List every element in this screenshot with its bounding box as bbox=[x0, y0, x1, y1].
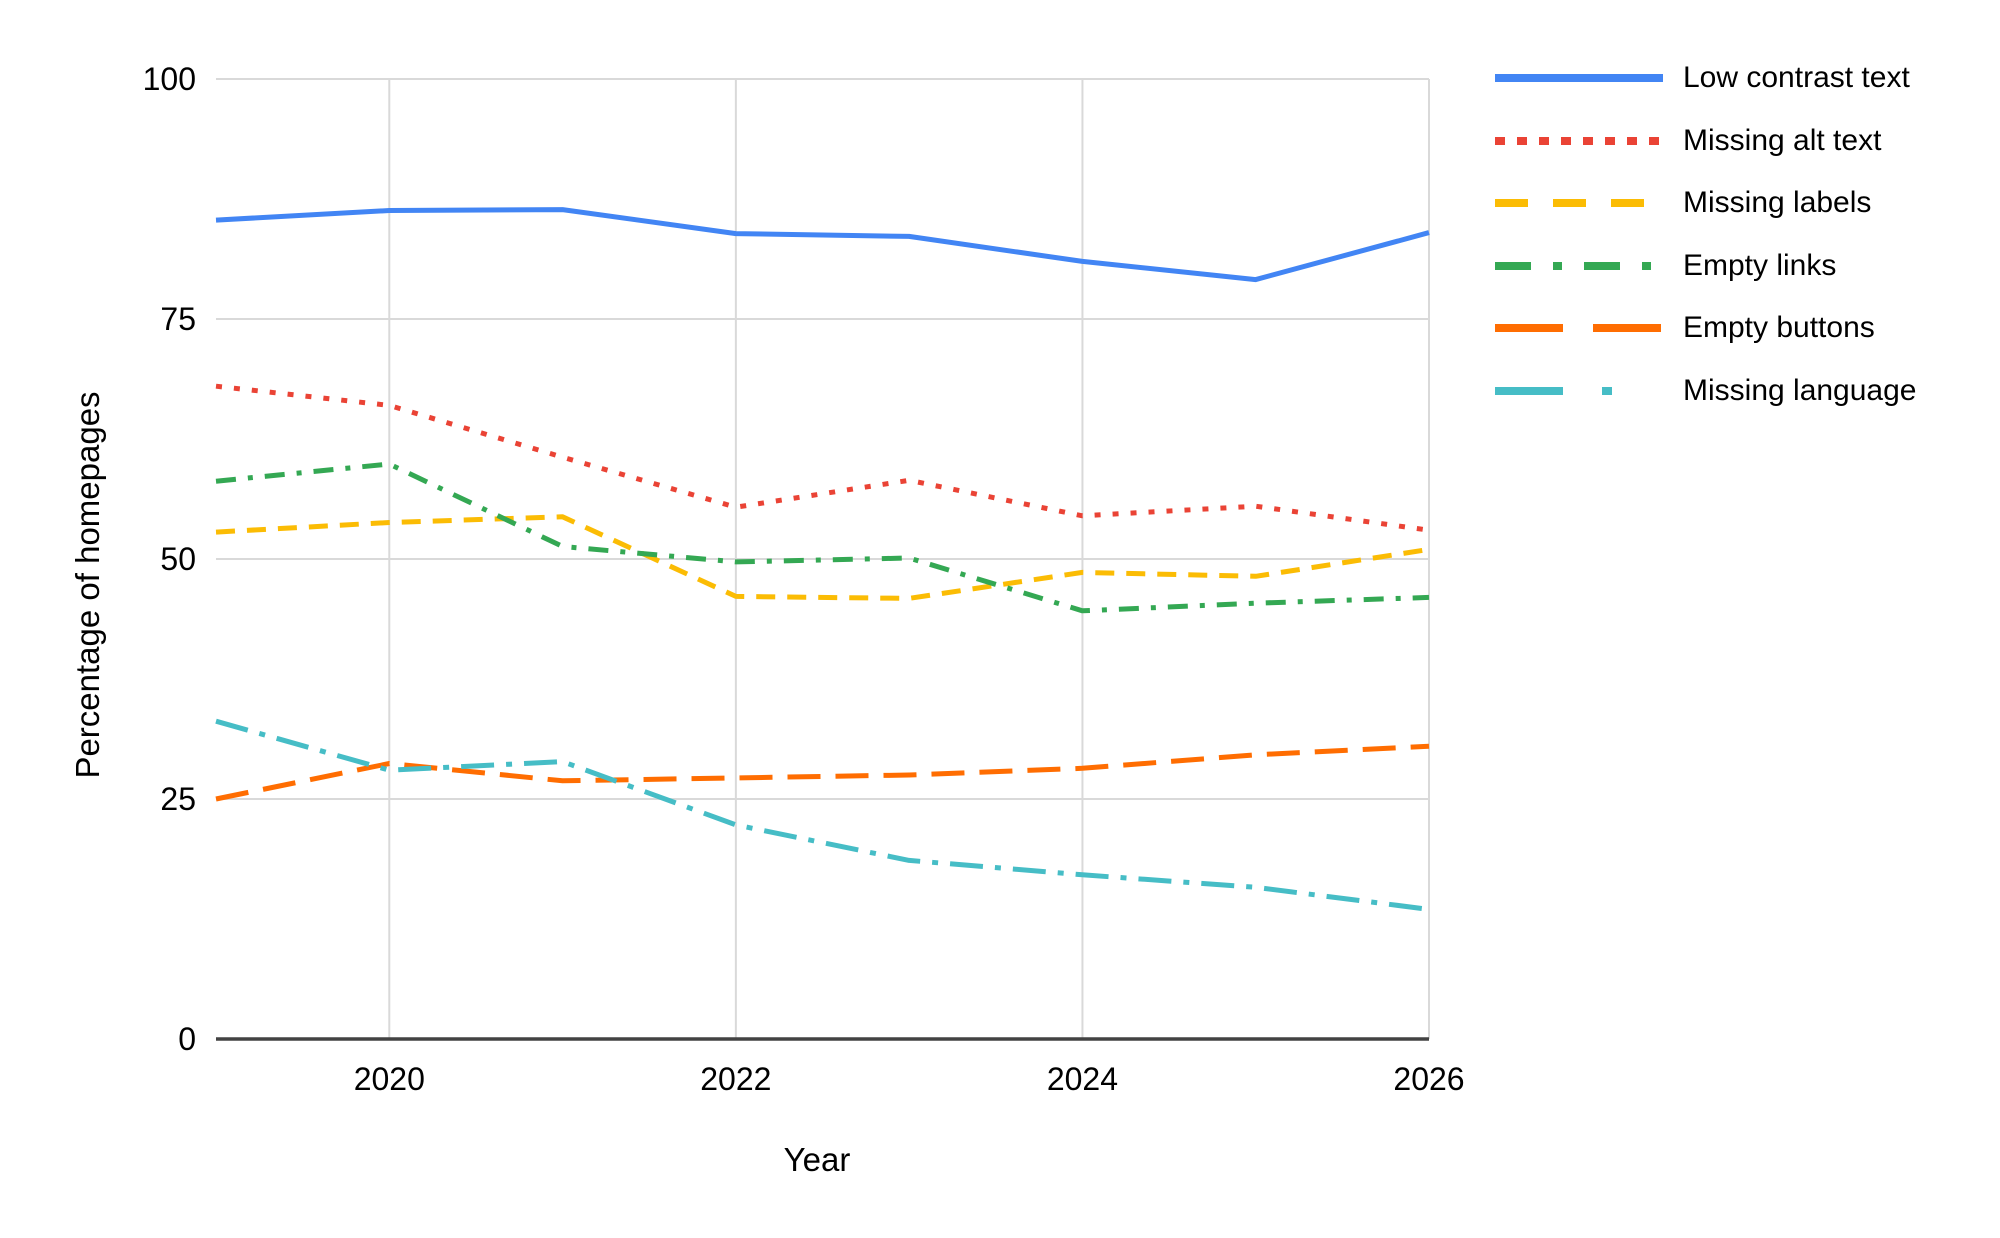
legend-label-missing-alt-text: Missing alt text bbox=[1683, 123, 1882, 157]
legend-item-missing-alt-text: Missing alt text bbox=[1495, 110, 1916, 173]
series-line-low-contrast-text bbox=[215, 207, 1430, 283]
legend-swatch-missing-labels bbox=[1495, 199, 1663, 208]
legend-item-low-contrast-text: Low contrast text bbox=[1495, 47, 1916, 110]
legend-item-missing-language: Missing language bbox=[1495, 360, 1916, 423]
y-tick-label-25: 25 bbox=[160, 781, 196, 817]
y-tick-label-50: 50 bbox=[160, 541, 196, 577]
series-line-empty-buttons bbox=[215, 743, 1430, 802]
y-tick-label-0: 0 bbox=[178, 1021, 196, 1057]
legend-item-missing-labels: Missing labels bbox=[1495, 172, 1916, 235]
x-tick-label-2026: 2026 bbox=[1393, 1061, 1465, 1097]
legend-swatch-empty-links bbox=[1495, 261, 1663, 270]
x-tick-label-2024: 2024 bbox=[1046, 1061, 1119, 1097]
series-line-missing-labels bbox=[215, 514, 1430, 601]
legend: Low contrast text Missing alt text Missing… bbox=[1495, 47, 1916, 422]
series-line-empty-links bbox=[215, 461, 1430, 614]
series-line-missing-alt-text bbox=[215, 383, 1430, 533]
y-tick-label-100: 100 bbox=[142, 61, 196, 97]
legend-label-empty-buttons: Empty buttons bbox=[1683, 311, 1875, 345]
legend-swatch-empty-buttons bbox=[1495, 324, 1663, 333]
y-tick-label-75: 75 bbox=[160, 301, 196, 337]
legend-swatch-missing-language bbox=[1495, 386, 1663, 395]
legend-item-empty-links: Empty links bbox=[1495, 235, 1916, 298]
legend-label-missing-language: Missing language bbox=[1683, 373, 1917, 407]
y-axis-title: Percentage of homepages bbox=[69, 391, 106, 779]
legend-label-low-contrast-text: Low contrast text bbox=[1683, 61, 1910, 95]
x-tick-label-2022: 2022 bbox=[700, 1061, 772, 1097]
x-axis-title: Year bbox=[783, 1141, 851, 1178]
x-tick-label-2020: 2020 bbox=[353, 1061, 425, 1097]
legend-swatch-missing-alt-text bbox=[1495, 136, 1663, 145]
series-line-missing-language bbox=[215, 718, 1430, 912]
legend-label-empty-links: Empty links bbox=[1683, 248, 1837, 282]
legend-label-missing-labels: Missing labels bbox=[1683, 186, 1872, 220]
legend-swatch-low-contrast-text bbox=[1495, 74, 1663, 83]
legend-item-empty-buttons: Empty buttons bbox=[1495, 297, 1916, 360]
